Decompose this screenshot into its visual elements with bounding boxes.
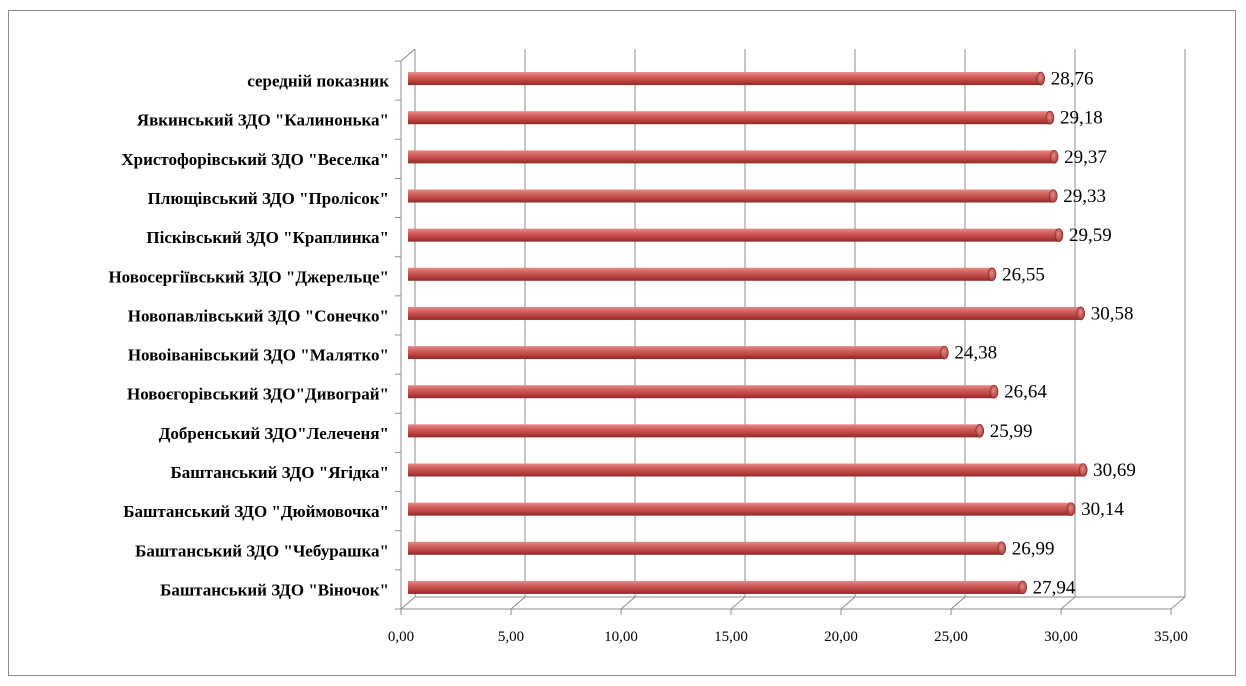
category-label: середній показник [247, 72, 389, 91]
bar[interactable] [408, 424, 980, 438]
x-tick-label: 0,00 [388, 629, 414, 645]
category-label: Баштанський ЗДО "Чебурашка" [135, 541, 389, 560]
data-label: 25,99 [990, 421, 1033, 442]
bar[interactable] [408, 111, 1050, 125]
category-label: Добренський ЗДО"Лелеченя" [159, 424, 389, 443]
floor-gridline [950, 596, 966, 610]
bar[interactable] [408, 267, 993, 281]
category-label: Новоєгорівський ЗДО"Дивограй" [127, 385, 389, 404]
floor-gridline [730, 596, 746, 610]
category-label: Новоіванівський ЗДО "Малятко" [128, 346, 389, 365]
bar[interactable] [408, 541, 1002, 555]
x-tick-label: 10,00 [604, 629, 638, 645]
floor-gridline [620, 596, 636, 610]
category-label: Баштанський ЗДО "Дюймовочка" [123, 502, 389, 521]
data-label: 29,59 [1069, 225, 1112, 246]
data-label: 30,14 [1081, 499, 1124, 520]
x-tick-label: 5,00 [498, 629, 524, 645]
bar-cap [1054, 228, 1064, 242]
bar-cap [1036, 71, 1046, 86]
bar[interactable] [408, 72, 1041, 86]
bar-cap [1078, 463, 1088, 477]
category-label: Христофорівський ЗДО "Веселка" [121, 150, 389, 169]
bar-cap [1066, 502, 1076, 516]
bar[interactable] [408, 580, 1023, 594]
category-label: Баштанський ЗДО "Ягідка" [171, 463, 389, 482]
x-tick-label: 15,00 [714, 629, 748, 645]
x-tick-label: 30,00 [1044, 629, 1078, 645]
bar-cap [1045, 110, 1055, 125]
wall-top-edge [400, 48, 416, 62]
data-label: 26,99 [1012, 538, 1055, 559]
data-label: 26,55 [1002, 264, 1045, 285]
bar[interactable] [408, 228, 1059, 242]
category-label: Явкинський ЗДО "Калинонька" [137, 111, 389, 130]
bar[interactable] [408, 385, 995, 399]
x-tick-label: 25,00 [934, 629, 968, 645]
bar-cap [997, 541, 1007, 556]
category-label: Новосергіївський ЗДО "Джерельце" [108, 267, 389, 286]
bar-cap [940, 345, 949, 360]
floor-gridline [510, 596, 526, 610]
floor-gridline [1170, 596, 1186, 610]
data-label: 29,33 [1063, 186, 1106, 207]
x-tick-label: 35,00 [1154, 629, 1188, 645]
x-tick-label: 20,00 [824, 629, 858, 645]
category-label: Баштанський ЗДО "Віночок" [160, 580, 389, 599]
floor-gridline [1060, 596, 1076, 610]
bar-cap [1018, 580, 1027, 595]
bar[interactable] [408, 150, 1055, 164]
bar-cap [989, 384, 999, 399]
bar[interactable] [408, 502, 1072, 516]
data-label: 30,58 [1091, 303, 1134, 324]
data-label: 28,76 [1051, 69, 1094, 90]
data-label: 24,38 [954, 343, 997, 364]
category-label: Плющівський ЗДО "Пролісок" [148, 189, 389, 208]
bar-chart: 0,00 5,00 10,00 15,00 20,00 25,00 30,00 35,00 28… [108, 48, 1188, 645]
bar-cap [987, 267, 997, 282]
data-label: 29,37 [1064, 147, 1107, 168]
bar[interactable] [408, 346, 945, 360]
data-label: 26,64 [1004, 382, 1047, 403]
bar-cap [975, 424, 985, 438]
bar-cap [1048, 189, 1058, 203]
bar-cap [1049, 150, 1059, 164]
data-label: 30,69 [1093, 460, 1136, 481]
chart-frame: 0,00 5,00 10,00 15,00 20,00 25,00 30,00 35,00 28… [8, 10, 1236, 676]
floor-gridline [400, 596, 416, 610]
category-label: Пісківський ЗДО "Краплинка" [146, 228, 389, 247]
bar[interactable] [408, 463, 1084, 477]
floor-gridline [840, 596, 856, 610]
data-label: 27,94 [1033, 577, 1076, 598]
data-label: 29,18 [1060, 108, 1103, 129]
bar[interactable] [408, 189, 1054, 203]
category-label: Новопавлівський ЗДО "Сонечко" [128, 306, 389, 325]
bar[interactable] [408, 306, 1081, 320]
bar-cap [1076, 306, 1086, 321]
